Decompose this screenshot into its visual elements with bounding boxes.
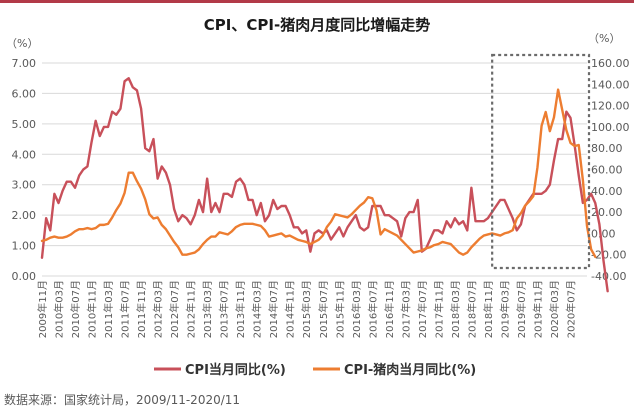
y-right-tick-label: -20.00: [591, 249, 626, 262]
x-tick-label: 2010年03月: [53, 280, 66, 338]
x-tick-label: 2017年03月: [399, 280, 412, 338]
y-left-tick-label: 0.00: [12, 270, 37, 283]
highlight-box: [491, 53, 591, 270]
y-right-tick-label: 40.00: [591, 185, 623, 198]
x-tick-label: 2015年11月: [333, 280, 346, 338]
series-line-cpi-pork: [40, 88, 597, 259]
x-tick-label: 2018年07月: [465, 280, 478, 338]
y-right-tick-label: 120.00: [591, 100, 630, 113]
x-tick-label: 2015年03月: [300, 280, 313, 338]
x-tick-label: 2011年07月: [119, 280, 132, 338]
x-tick-label: 2016年03月: [350, 280, 363, 338]
x-tick-label: 2018年11月: [482, 280, 495, 338]
x-tick-label: 2018年03月: [449, 280, 462, 338]
x-tick-label: 2011年11月: [135, 280, 148, 338]
x-tick-label: 2017年11月: [432, 280, 445, 338]
y-left-tick-label: 4.00: [12, 148, 37, 161]
y-right-tick-label: 0.00: [591, 227, 616, 240]
x-tick-label: 2010年11月: [86, 280, 99, 338]
x-tick-label: 2016年11月: [383, 280, 396, 338]
x-tick-label: 2013年11月: [234, 280, 247, 338]
x-tick-label: 2019年03月: [498, 280, 511, 338]
x-tick-label: 2012年03月: [152, 280, 165, 338]
y-right-tick-label: 60.00: [591, 164, 623, 177]
x-tick-label: 2019年07月: [515, 280, 528, 338]
x-tick-label: 2017年07月: [416, 280, 429, 338]
x-tick-label: 2019年11月: [531, 280, 544, 338]
x-tick-label: 2013年03月: [201, 280, 214, 338]
x-tick-label: 2014年11月: [284, 280, 297, 338]
x-tick-label: 2012年07月: [168, 280, 181, 338]
y-left-tick-label: 3.00: [12, 179, 37, 192]
y-left-unit: （%）: [6, 37, 38, 50]
x-tick-label: 2011年03月: [102, 280, 115, 338]
y-right-tick-label: 160.00: [591, 57, 630, 70]
x-tick-label: 2013年07月: [218, 280, 231, 338]
y-left-tick-label: 1.00: [12, 240, 37, 253]
y-right-tick-label: 140.00: [591, 78, 630, 91]
x-tick-label: 2014年03月: [251, 280, 264, 338]
top-accent-bar: [0, 0, 634, 3]
y-left-tick-label: 6.00: [12, 87, 37, 100]
y-right-tick-label: 80.00: [591, 142, 623, 155]
x-tick-label: 2020年07月: [564, 280, 577, 338]
cpi-pork-chart: CPI、CPI-猪肉月度同比增幅走势 （%） （%） 0.00 1.00 2.00 3…: [6, 16, 630, 378]
x-tick-label: 2010年07月: [69, 280, 82, 338]
y-left-tick-label: 2.00: [12, 209, 37, 222]
x-tick-label: 2020年03月: [548, 280, 561, 338]
x-tick-label: 2015年07月: [317, 280, 330, 338]
x-tick-label: 2016年07月: [366, 280, 379, 338]
y-right-tick-label: -40.00: [591, 270, 626, 283]
chart-title: CPI、CPI-猪肉月度同比增幅走势: [204, 16, 430, 34]
y-left-tick-label: 7.00: [12, 57, 37, 70]
x-tick-label: 2014年07月: [267, 280, 280, 338]
x-tick-label: 2012年11月: [185, 280, 198, 338]
y-left-tick-label: 5.00: [12, 118, 37, 131]
legend-label: CPI当月同比(%): [185, 362, 286, 378]
data-source-note: 数据来源：国家统计局，2009/11-2020/11: [4, 393, 241, 407]
y-right-tick-label: 100.00: [591, 121, 630, 134]
x-tick-label: 2009年11月: [36, 280, 49, 338]
y-right-unit: （%）: [588, 32, 620, 45]
legend-label: CPI-猪肉当月同比(%): [344, 362, 476, 378]
